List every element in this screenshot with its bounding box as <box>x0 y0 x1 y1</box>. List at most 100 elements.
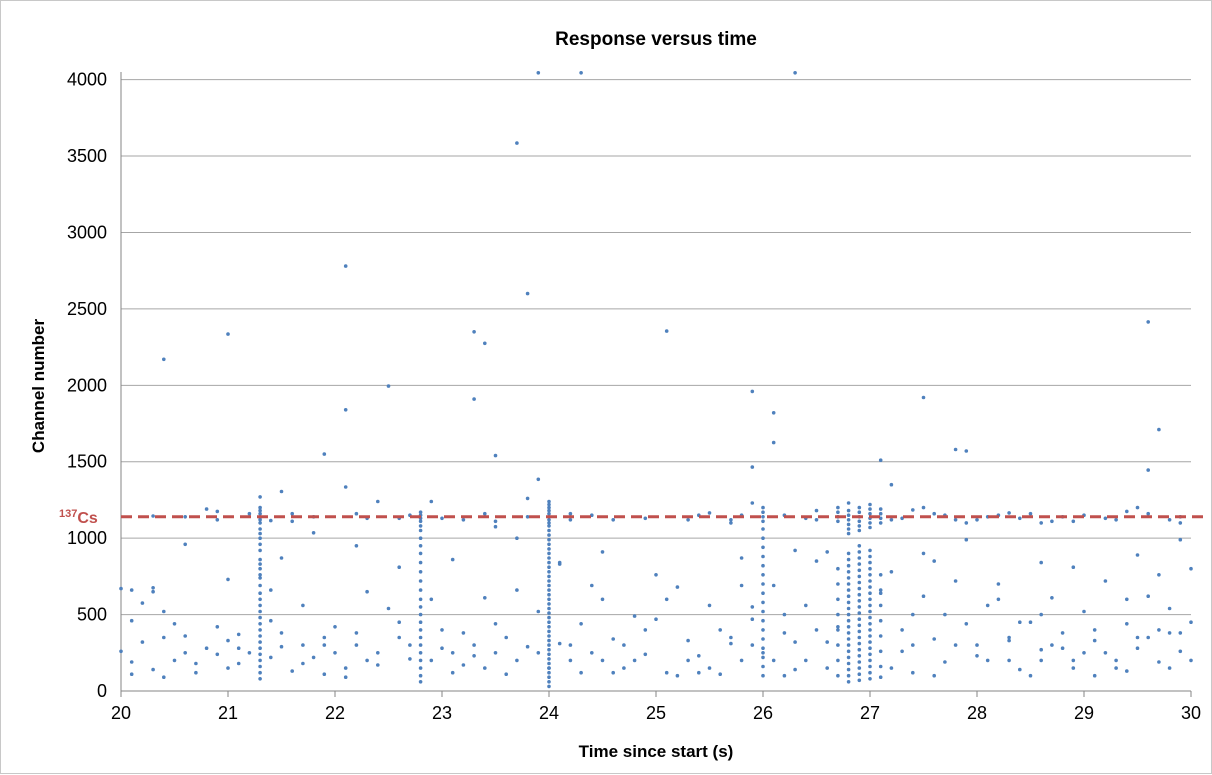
data-point <box>1103 516 1108 521</box>
data-point <box>1114 666 1118 670</box>
data-point <box>547 547 551 551</box>
data-point <box>846 643 851 647</box>
data-point <box>654 617 658 621</box>
data-point <box>376 663 380 667</box>
data-point <box>857 544 862 548</box>
data-point <box>846 606 851 611</box>
data-point <box>889 570 894 574</box>
data-point <box>878 675 883 679</box>
data-point <box>846 661 851 666</box>
data-point <box>868 609 872 614</box>
data-point <box>525 496 530 501</box>
data-point <box>857 605 862 609</box>
data-point <box>547 638 551 643</box>
data-point <box>878 507 883 511</box>
data-point <box>804 603 808 608</box>
data-point <box>258 597 262 602</box>
data-point <box>236 661 241 666</box>
data-point <box>1125 509 1129 514</box>
data-point <box>836 510 840 514</box>
x-tick-label: 29 <box>1074 703 1094 723</box>
data-point <box>450 557 455 562</box>
data-point <box>836 505 840 510</box>
data-point <box>418 536 423 540</box>
data-point <box>1082 651 1086 655</box>
data-point <box>461 518 466 522</box>
data-point <box>1018 667 1022 672</box>
data-point <box>729 635 733 640</box>
data-point <box>483 341 487 346</box>
data-point <box>846 625 851 629</box>
data-point <box>857 556 862 560</box>
data-point <box>1135 553 1140 557</box>
y-tick-label: 500 <box>77 605 107 625</box>
data-point <box>547 556 551 560</box>
data-point <box>1103 651 1108 655</box>
data-point <box>418 588 423 592</box>
data-point <box>761 628 765 632</box>
data-point <box>515 588 519 592</box>
data-point <box>547 565 551 569</box>
data-point <box>729 521 733 525</box>
data-point <box>547 583 551 588</box>
data-point <box>269 518 273 523</box>
data-point <box>418 544 423 548</box>
data-point <box>857 654 862 658</box>
data-point <box>611 518 615 522</box>
data-point <box>1167 606 1172 611</box>
data-point <box>194 661 198 666</box>
data-point <box>258 557 262 562</box>
data-point <box>1071 519 1076 524</box>
data-point <box>311 655 316 660</box>
data-point <box>1007 635 1011 640</box>
data-point <box>793 640 797 644</box>
data-point <box>868 573 872 577</box>
data-point <box>868 511 872 516</box>
data-point <box>258 677 262 681</box>
data-point <box>1125 597 1129 602</box>
data-point <box>782 631 787 635</box>
data-point <box>311 531 316 535</box>
data-point <box>461 663 466 667</box>
data-point <box>900 649 904 654</box>
data-point <box>857 623 862 628</box>
data-point <box>258 603 262 608</box>
data-point <box>547 634 551 638</box>
data-point <box>418 570 423 574</box>
data-point <box>151 586 155 590</box>
data-point <box>846 600 851 605</box>
data-point <box>836 628 840 632</box>
data-point <box>1146 594 1150 598</box>
data-point <box>857 666 862 670</box>
data-point <box>1018 516 1022 521</box>
x-tick-label: 23 <box>432 703 452 723</box>
data-point <box>857 635 862 640</box>
data-point <box>1178 521 1183 525</box>
data-point <box>975 654 979 658</box>
data-point <box>846 667 851 672</box>
data-point <box>129 588 134 592</box>
data-point <box>878 511 883 516</box>
data-point <box>857 672 862 676</box>
y-tick-labels: 0 500 1000 1500 2000 2500 3000 3500 4000 <box>67 70 107 701</box>
data-point <box>429 499 434 504</box>
data-point <box>911 612 915 617</box>
data-point <box>1157 573 1161 577</box>
data-point <box>162 357 166 362</box>
data-point <box>846 655 851 660</box>
data-point <box>750 465 755 469</box>
data-point <box>857 617 862 621</box>
data-point <box>258 527 262 531</box>
data-point <box>1039 647 1043 652</box>
data-point <box>547 499 551 504</box>
data-point <box>493 453 498 458</box>
data-point <box>825 640 829 644</box>
data-point <box>418 673 423 678</box>
data-point <box>258 562 262 566</box>
data-point <box>258 495 262 499</box>
data-point <box>258 536 262 540</box>
data-point <box>1018 620 1022 624</box>
data-point <box>418 605 423 609</box>
data-point <box>140 640 145 644</box>
x-tick-label: 25 <box>646 703 666 723</box>
